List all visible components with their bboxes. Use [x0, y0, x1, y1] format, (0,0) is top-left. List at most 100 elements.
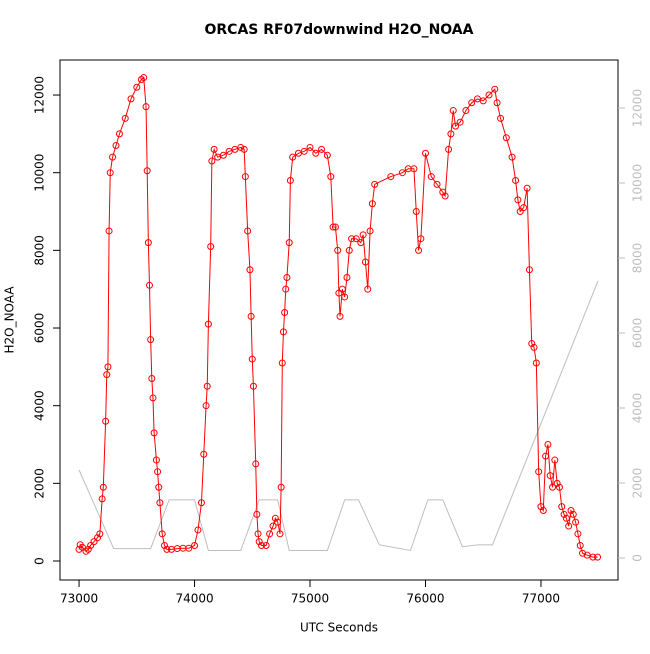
- point: [572, 518, 580, 526]
- point: [144, 239, 152, 247]
- point: [555, 483, 563, 491]
- point: [361, 258, 369, 266]
- point: [112, 142, 120, 150]
- point: [421, 149, 429, 157]
- point: [90, 538, 98, 546]
- point: [398, 169, 406, 177]
- point: [252, 460, 260, 468]
- point: [266, 530, 274, 538]
- point: [75, 545, 83, 553]
- y-axis-label: H2O_NOAA: [3, 286, 17, 354]
- point: [415, 246, 423, 254]
- point: [147, 336, 155, 344]
- y-tick-label: 8000: [33, 235, 47, 266]
- y2-tick-label: 2000: [631, 468, 645, 499]
- point: [133, 83, 141, 91]
- point: [565, 522, 573, 530]
- y2-tick-label: 8000: [631, 243, 645, 274]
- y-tick-label: 12000: [33, 76, 47, 114]
- point: [553, 479, 561, 487]
- point: [278, 359, 286, 367]
- point: [576, 541, 584, 549]
- point: [241, 173, 249, 181]
- series-line: [78, 76, 598, 558]
- point: [479, 97, 487, 105]
- point: [532, 359, 540, 367]
- point: [285, 239, 293, 247]
- point: [271, 514, 279, 522]
- point: [82, 547, 90, 555]
- point: [508, 153, 516, 161]
- point: [456, 118, 464, 126]
- point: [520, 204, 528, 212]
- point: [387, 173, 395, 181]
- point: [542, 452, 550, 460]
- point: [514, 196, 522, 204]
- point: [594, 553, 602, 561]
- point: [412, 208, 420, 216]
- point: [140, 74, 148, 82]
- point: [152, 456, 160, 464]
- point: [104, 363, 112, 371]
- point: [512, 176, 520, 184]
- point: [535, 468, 543, 476]
- point: [237, 143, 245, 151]
- point: [154, 468, 162, 476]
- point: [447, 130, 455, 138]
- point: [546, 472, 554, 480]
- point: [523, 184, 531, 192]
- point: [549, 483, 557, 491]
- point: [258, 541, 266, 549]
- point: [156, 499, 164, 507]
- point: [244, 227, 252, 235]
- point: [279, 328, 287, 336]
- y-tick-label: 10000: [33, 154, 47, 192]
- point: [277, 483, 285, 491]
- point: [102, 417, 110, 425]
- point: [148, 375, 156, 383]
- point: [300, 147, 308, 155]
- point: [589, 553, 597, 561]
- point: [371, 180, 379, 188]
- point: [150, 429, 158, 437]
- point: [562, 514, 570, 522]
- point: [312, 149, 320, 157]
- series-line: [78, 280, 599, 552]
- point: [410, 165, 418, 173]
- point: [163, 545, 171, 553]
- x-tick-label: 74000: [175, 592, 213, 606]
- point: [537, 503, 545, 511]
- x-tick-label: 75000: [291, 592, 329, 606]
- point: [207, 242, 215, 250]
- point: [439, 188, 447, 196]
- point: [255, 538, 263, 546]
- point: [331, 223, 339, 231]
- chart-title: ORCAS RF07downwind H2O_NOAA: [205, 22, 474, 38]
- point: [210, 145, 218, 153]
- point: [249, 382, 257, 390]
- point: [137, 75, 145, 83]
- point: [143, 167, 151, 175]
- point: [329, 223, 337, 231]
- point: [368, 200, 376, 208]
- x-axis-label: UTC Seconds: [300, 621, 378, 635]
- point: [99, 483, 107, 491]
- point: [98, 495, 106, 503]
- point: [283, 274, 291, 282]
- point: [357, 239, 365, 247]
- point: [202, 402, 210, 410]
- point: [427, 173, 435, 181]
- point: [142, 103, 150, 111]
- point: [185, 544, 193, 552]
- point: [203, 382, 211, 390]
- point: [105, 227, 113, 235]
- point: [276, 530, 284, 538]
- point: [106, 169, 114, 177]
- point: [149, 394, 157, 402]
- point: [433, 180, 441, 188]
- point: [109, 153, 117, 161]
- point: [155, 483, 163, 491]
- point: [96, 530, 104, 538]
- x-tick-label: 73000: [60, 592, 98, 606]
- y2-tick-label: 0: [631, 554, 645, 562]
